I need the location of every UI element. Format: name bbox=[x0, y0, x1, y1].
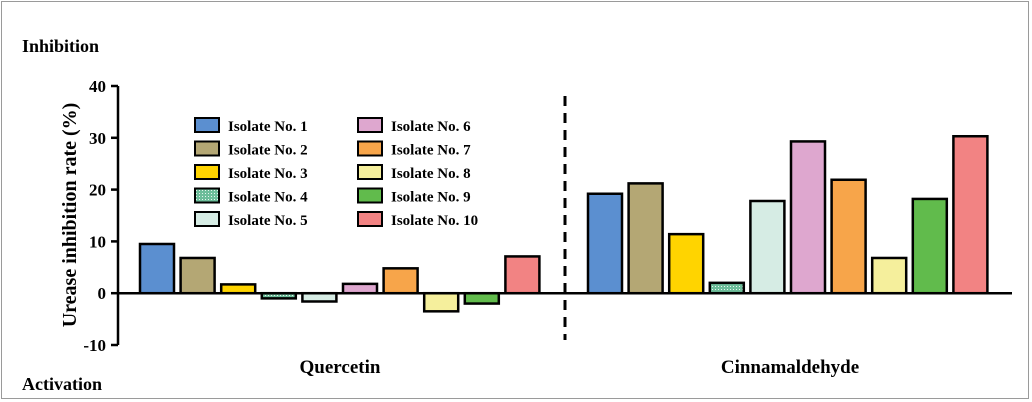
legend-label: Isolate No. 7 bbox=[391, 143, 471, 159]
bar bbox=[911, 197, 949, 295]
legend-swatch bbox=[357, 211, 383, 227]
bar bbox=[830, 178, 867, 295]
group-labels: Quercetin Cinnamaldehyde bbox=[300, 357, 860, 378]
bar bbox=[138, 242, 176, 295]
legend-label: Isolate No. 10 bbox=[391, 213, 478, 229]
legend-label: Isolate No. 1 bbox=[228, 119, 308, 135]
y-tick-label: 10 bbox=[89, 232, 106, 251]
legend-swatch bbox=[194, 164, 220, 180]
legend-label: Isolate No. 4 bbox=[228, 190, 308, 206]
bar bbox=[179, 256, 216, 295]
legend-label: Isolate No. 8 bbox=[391, 166, 471, 182]
legend-swatch bbox=[357, 164, 383, 180]
bar bbox=[219, 283, 257, 295]
inhibition-annotation: Inhibition bbox=[22, 36, 99, 56]
activation-annotation: Activation bbox=[22, 374, 102, 394]
legend-swatch bbox=[194, 117, 220, 133]
bar bbox=[708, 281, 746, 295]
bar bbox=[382, 267, 419, 295]
legend: Isolate No. 1 Isolate No. 2 Isolate No. 3 I… bbox=[194, 117, 478, 229]
legend-swatch bbox=[194, 187, 220, 204]
bar bbox=[749, 199, 786, 295]
y-tick-label: 0 bbox=[98, 284, 107, 303]
legend-swatch bbox=[357, 117, 383, 133]
legend-swatch bbox=[194, 140, 220, 157]
legend-label: Isolate No. 2 bbox=[228, 143, 308, 159]
legend-swatch bbox=[357, 187, 383, 204]
bar bbox=[504, 255, 541, 295]
bar bbox=[952, 134, 989, 295]
bar bbox=[667, 232, 705, 295]
bar bbox=[463, 291, 501, 305]
bar bbox=[870, 256, 908, 295]
x-axis bbox=[118, 96, 1012, 340]
group-label: Cinnamaldehyde bbox=[721, 357, 859, 378]
y-tick-label: 30 bbox=[89, 129, 106, 148]
bar bbox=[422, 291, 460, 313]
y-axis: -10 0 10 20 30 40 bbox=[83, 77, 120, 355]
legend-label: Isolate No. 6 bbox=[391, 119, 471, 135]
legend-label: Isolate No. 9 bbox=[391, 190, 471, 206]
bar bbox=[789, 140, 827, 295]
bar bbox=[627, 182, 664, 295]
legend-label: Isolate No. 3 bbox=[228, 166, 308, 182]
legend-label: Isolate No. 5 bbox=[228, 213, 308, 229]
bar bbox=[586, 192, 624, 295]
group-label: Quercetin bbox=[300, 357, 381, 378]
legend-swatch bbox=[357, 140, 383, 157]
y-tick-label: 40 bbox=[89, 77, 106, 96]
y-tick-label: -10 bbox=[83, 336, 106, 355]
bar bbox=[341, 282, 379, 295]
y-tick-label: 20 bbox=[89, 181, 106, 200]
legend-swatch bbox=[194, 211, 220, 227]
y-axis-label: Urease inhibition rate (%) bbox=[59, 103, 81, 328]
